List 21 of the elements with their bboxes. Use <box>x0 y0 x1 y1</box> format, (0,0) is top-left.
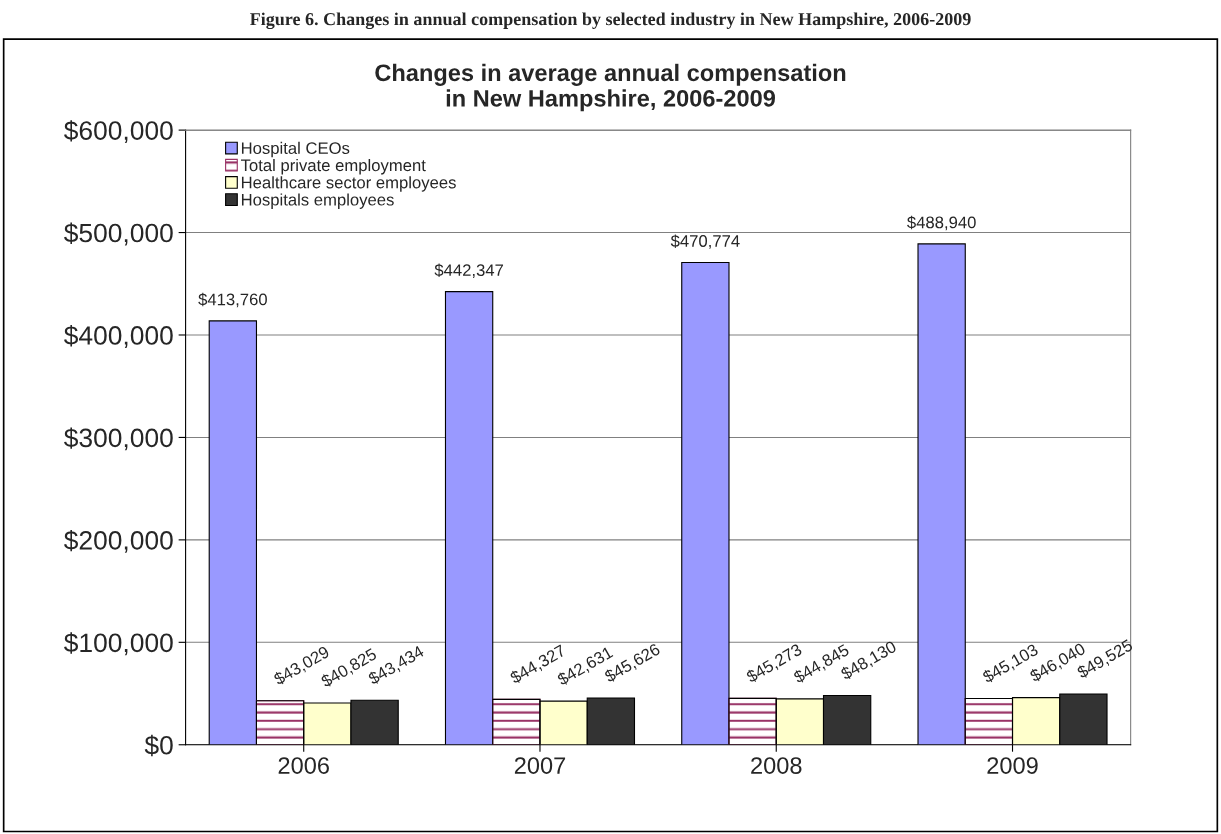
y-tick-label: $200,000 <box>64 529 173 553</box>
legend-label: Healthcare sector employees <box>241 176 456 192</box>
x-tick-label: 2006 <box>278 757 329 774</box>
y-tick-label: $0 <box>144 734 173 757</box>
x-tick-label: 2007 <box>514 757 566 774</box>
caption: Figure 6. Changes in annual compensation by selected industry in New Hampshire, 2006-2009 <box>249 12 971 30</box>
x-tick-label: 2008 <box>751 757 802 774</box>
y-tick-label: $400,000 <box>64 325 173 348</box>
data-label: $470,774 <box>670 234 740 249</box>
x-tick-label: 2009 <box>987 757 1038 774</box>
y-tick-label: $500,000 <box>64 222 173 246</box>
legend-label: Total private employment <box>240 158 426 175</box>
data-label: $442,347 <box>434 263 504 278</box>
legend-label: Hospital CEOs <box>241 141 350 158</box>
data-label: $488,940 <box>907 215 976 231</box>
y-tick-label: $300,000 <box>64 427 173 451</box>
y-tick-label: $100,000 <box>64 632 173 656</box>
chart-title: Changes in average annual compensation in New Hampshire, 2006-2009 <box>375 63 846 112</box>
legend-label: Hospitals employees <box>241 193 394 209</box>
y-tick-label: $600,000 <box>64 120 173 144</box>
data-label: $413,760 <box>198 292 267 308</box>
